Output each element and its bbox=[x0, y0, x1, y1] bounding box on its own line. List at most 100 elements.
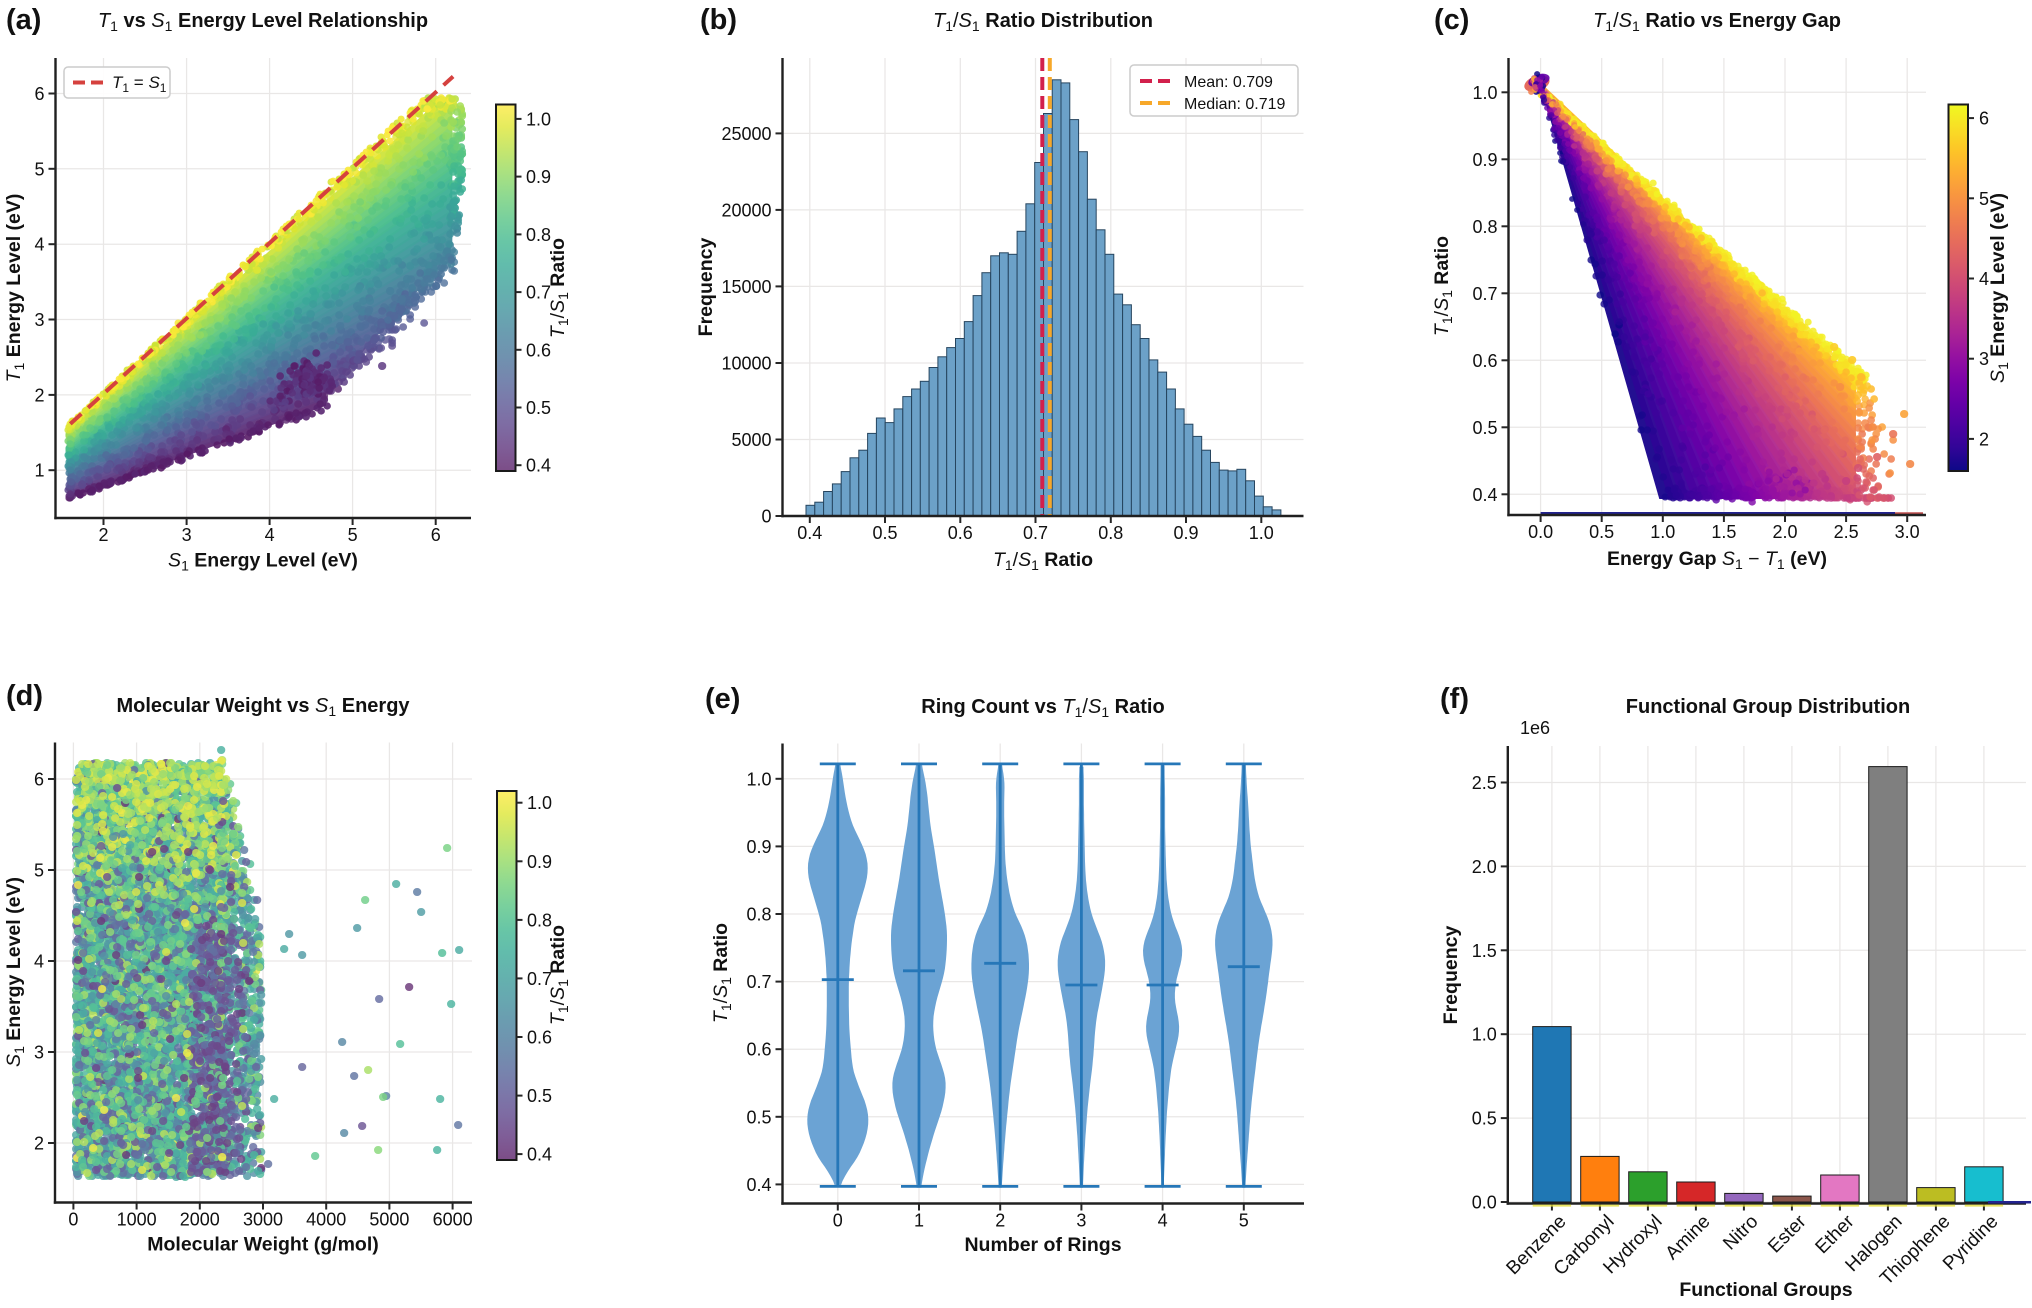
svg-text:0.5: 0.5 bbox=[1472, 1109, 1497, 1129]
svg-text:(e): (e) bbox=[705, 683, 740, 715]
svg-text:T1​ = S1​: T1​ = S1​ bbox=[112, 73, 167, 95]
svg-text:3: 3 bbox=[1076, 1211, 1086, 1231]
svg-text:Ring Count vs T1​/S1​ Ratio: Ring Count vs T1​/S1​ Ratio bbox=[921, 696, 1164, 720]
svg-text:4: 4 bbox=[34, 952, 44, 972]
svg-text:6: 6 bbox=[34, 84, 44, 104]
svg-text:(b): (b) bbox=[700, 4, 737, 36]
svg-text:1.0: 1.0 bbox=[527, 793, 552, 813]
svg-text:5000: 5000 bbox=[369, 1210, 409, 1230]
svg-text:2: 2 bbox=[1979, 429, 1989, 449]
svg-text:Functional Groups: Functional Groups bbox=[1679, 1279, 1852, 1301]
svg-text:3: 3 bbox=[1979, 349, 1989, 369]
svg-text:0.5: 0.5 bbox=[872, 523, 897, 543]
svg-text:0.6: 0.6 bbox=[948, 523, 973, 543]
svg-text:S1​ Energy Level (eV): S1​ Energy Level (eV) bbox=[168, 550, 358, 574]
svg-text:5: 5 bbox=[348, 525, 358, 545]
svg-text:1.5: 1.5 bbox=[1472, 941, 1497, 961]
svg-text:1.0: 1.0 bbox=[1472, 1025, 1497, 1045]
svg-text:T1​ Energy Level (eV): T1​ Energy Level (eV) bbox=[3, 194, 27, 383]
svg-text:S1​ Energy Level (eV): S1​ Energy Level (eV) bbox=[1987, 193, 2011, 383]
svg-text:0.4: 0.4 bbox=[797, 523, 822, 543]
svg-text:0.9: 0.9 bbox=[746, 837, 771, 857]
svg-text:0: 0 bbox=[761, 507, 771, 527]
svg-text:2: 2 bbox=[34, 1134, 44, 1154]
svg-text:Frequency: Frequency bbox=[695, 238, 717, 337]
svg-text:3000: 3000 bbox=[243, 1210, 283, 1230]
svg-text:0.7: 0.7 bbox=[1023, 523, 1048, 543]
svg-text:0.8: 0.8 bbox=[1098, 523, 1123, 543]
svg-text:2: 2 bbox=[98, 525, 108, 545]
svg-text:1.0: 1.0 bbox=[1650, 522, 1675, 542]
svg-text:2.5: 2.5 bbox=[1472, 773, 1497, 793]
svg-text:S1​ Energy Level (eV): S1​ Energy Level (eV) bbox=[3, 877, 27, 1067]
svg-text:0.0: 0.0 bbox=[1472, 1193, 1497, 1213]
svg-text:0.5: 0.5 bbox=[526, 398, 551, 418]
svg-text:(f): (f) bbox=[1440, 683, 1469, 715]
svg-text:0.7: 0.7 bbox=[526, 283, 551, 303]
svg-text:1.0: 1.0 bbox=[526, 109, 551, 129]
svg-text:2: 2 bbox=[995, 1211, 1005, 1231]
svg-text:2.0: 2.0 bbox=[1772, 522, 1797, 542]
svg-text:0.6: 0.6 bbox=[527, 1028, 552, 1048]
svg-text:(c): (c) bbox=[1434, 4, 1469, 36]
svg-text:6: 6 bbox=[431, 525, 441, 545]
svg-text:0.9: 0.9 bbox=[526, 167, 551, 187]
svg-text:(d): (d) bbox=[6, 680, 43, 712]
svg-text:0.5: 0.5 bbox=[746, 1107, 771, 1127]
svg-text:(a): (a) bbox=[6, 4, 41, 36]
svg-text:Functional Group Distribution: Functional Group Distribution bbox=[1626, 696, 1910, 718]
svg-text:0: 0 bbox=[68, 1210, 78, 1230]
svg-text:0.5: 0.5 bbox=[1472, 418, 1497, 438]
svg-text:Molecular Weight (g/mol): Molecular Weight (g/mol) bbox=[147, 1234, 378, 1256]
svg-text:0.6: 0.6 bbox=[526, 340, 551, 360]
svg-text:4: 4 bbox=[34, 235, 44, 255]
svg-text:0.4: 0.4 bbox=[746, 1175, 771, 1195]
svg-text:1.5: 1.5 bbox=[1711, 522, 1736, 542]
svg-text:2.5: 2.5 bbox=[1834, 522, 1859, 542]
svg-text:0.9: 0.9 bbox=[527, 852, 552, 872]
svg-text:Mean: 0.709: Mean: 0.709 bbox=[1184, 74, 1273, 91]
svg-text:0.7: 0.7 bbox=[1472, 284, 1497, 304]
svg-text:0.0: 0.0 bbox=[1528, 522, 1553, 542]
svg-text:4: 4 bbox=[265, 525, 275, 545]
svg-text:2.0: 2.0 bbox=[1472, 857, 1497, 877]
svg-text:2000: 2000 bbox=[180, 1210, 220, 1230]
svg-text:5: 5 bbox=[1239, 1211, 1249, 1231]
svg-text:0.8: 0.8 bbox=[526, 225, 551, 245]
svg-text:0.4: 0.4 bbox=[527, 1145, 552, 1165]
svg-text:1: 1 bbox=[914, 1211, 924, 1231]
svg-text:0: 0 bbox=[833, 1211, 843, 1231]
svg-text:5: 5 bbox=[34, 159, 44, 179]
svg-text:3: 3 bbox=[182, 525, 192, 545]
svg-text:Molecular Weight vs S1​ Energy: Molecular Weight vs S1​ Energy bbox=[116, 695, 410, 719]
svg-text:5000: 5000 bbox=[731, 430, 771, 450]
svg-text:3: 3 bbox=[34, 310, 44, 330]
svg-text:T1​/S1​ Ratio: T1​/S1​ Ratio bbox=[993, 549, 1093, 573]
svg-text:Number of Rings: Number of Rings bbox=[964, 1234, 1121, 1256]
svg-text:15000: 15000 bbox=[721, 277, 771, 297]
svg-text:1e6: 1e6 bbox=[1520, 718, 1550, 738]
svg-text:5: 5 bbox=[1979, 189, 1989, 209]
svg-text:0.8: 0.8 bbox=[746, 905, 771, 925]
svg-text:0.6: 0.6 bbox=[746, 1040, 771, 1060]
svg-text:2: 2 bbox=[34, 385, 44, 405]
svg-text:T1​/S1​ Ratio: T1​/S1​ Ratio bbox=[710, 923, 734, 1023]
svg-text:0.7: 0.7 bbox=[746, 972, 771, 992]
svg-text:10000: 10000 bbox=[721, 354, 771, 374]
svg-text:4: 4 bbox=[1158, 1211, 1168, 1231]
svg-text:0.9: 0.9 bbox=[1472, 150, 1497, 170]
svg-text:1.0: 1.0 bbox=[1472, 83, 1497, 103]
svg-text:25000: 25000 bbox=[721, 124, 771, 144]
svg-text:Median: 0.719: Median: 0.719 bbox=[1184, 96, 1286, 113]
svg-text:0.4: 0.4 bbox=[1472, 485, 1497, 505]
svg-text:1.0: 1.0 bbox=[746, 769, 771, 789]
svg-text:0.5: 0.5 bbox=[527, 1086, 552, 1106]
svg-text:1.0: 1.0 bbox=[1249, 523, 1274, 543]
svg-text:1: 1 bbox=[34, 461, 44, 481]
svg-text:T1​/S1​ Ratio Distribution: T1​/S1​ Ratio Distribution bbox=[933, 10, 1153, 34]
svg-text:0.4: 0.4 bbox=[526, 456, 551, 476]
svg-text:0.7: 0.7 bbox=[527, 969, 552, 989]
svg-text:6: 6 bbox=[34, 770, 44, 790]
svg-text:6: 6 bbox=[1979, 109, 1989, 129]
svg-text:T1​/S1​ Ratio vs Energy Gap: T1​/S1​ Ratio vs Energy Gap bbox=[1593, 10, 1841, 34]
